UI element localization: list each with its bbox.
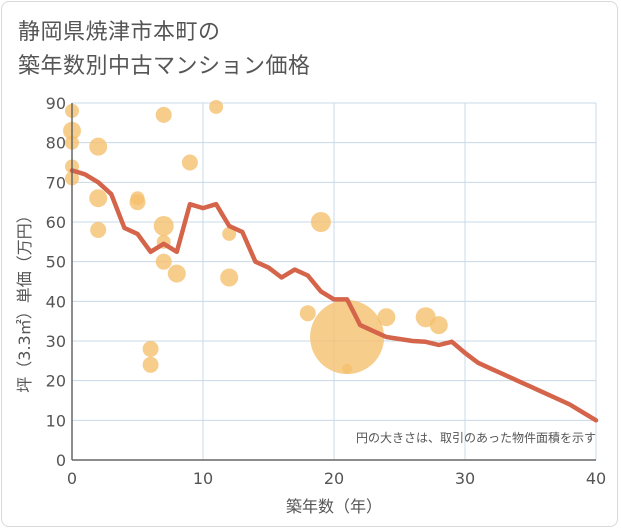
tick-labels: 0 10 20 30 40 0 10 20 30 40 50 60 70 80 90 (46, 94, 607, 488)
y-axis-label: 坪（3.3㎡）単価（万円） (15, 207, 34, 392)
y-tick-label: 60 (46, 213, 66, 232)
y-tick-label: 50 (46, 253, 66, 272)
x-tick-label: 0 (67, 469, 77, 488)
data-bubble (342, 363, 353, 374)
x-tick-label: 20 (324, 469, 344, 488)
data-bubble (181, 154, 198, 171)
data-bubble (89, 189, 108, 208)
axes (71, 103, 596, 461)
y-tick-label: 10 (46, 411, 66, 430)
data-bubble (310, 212, 331, 232)
data-bubble (310, 300, 385, 375)
data-bubble (142, 356, 159, 373)
bubble-layer (63, 99, 448, 375)
y-tick-label: 0 (56, 451, 66, 470)
y-tick-label: 90 (46, 94, 66, 113)
data-bubble (129, 194, 146, 211)
data-bubble (167, 264, 186, 283)
data-bubble (155, 253, 172, 270)
x-tick-label: 10 (193, 469, 213, 488)
chart-title-line2: 築年数別中古マンション価格 (18, 54, 311, 79)
data-bubble (89, 137, 108, 156)
y-tick-label: 80 (46, 134, 66, 153)
data-bubble (429, 316, 448, 335)
size-note: 円の大きさは、取引のあった物件面積を示す (356, 430, 596, 445)
y-tick-label: 40 (46, 292, 66, 311)
data-bubble (209, 99, 224, 114)
average-price-line (69, 168, 599, 423)
x-axis-label: 築年数（年） (286, 497, 382, 516)
data-bubble (155, 106, 172, 123)
data-bubble (142, 340, 159, 357)
y-tick-label: 70 (46, 173, 66, 192)
data-bubble (299, 305, 316, 322)
data-bubble (153, 215, 174, 236)
y-tick-label: 20 (46, 372, 66, 391)
data-bubble (220, 268, 239, 287)
x-tick-label: 40 (586, 469, 606, 488)
data-bubble (377, 308, 396, 327)
grid (72, 102, 597, 460)
chart-title: 静岡県焼津市本町の 築年数別中古マンション価格 (18, 16, 311, 84)
line-layer (69, 168, 599, 423)
data-bubble (222, 226, 237, 241)
x-tick-label: 30 (455, 469, 475, 488)
y-tick-label: 30 (46, 332, 66, 351)
data-bubble (90, 221, 107, 238)
chart-title-line1: 静岡県焼津市本町の (18, 20, 221, 45)
